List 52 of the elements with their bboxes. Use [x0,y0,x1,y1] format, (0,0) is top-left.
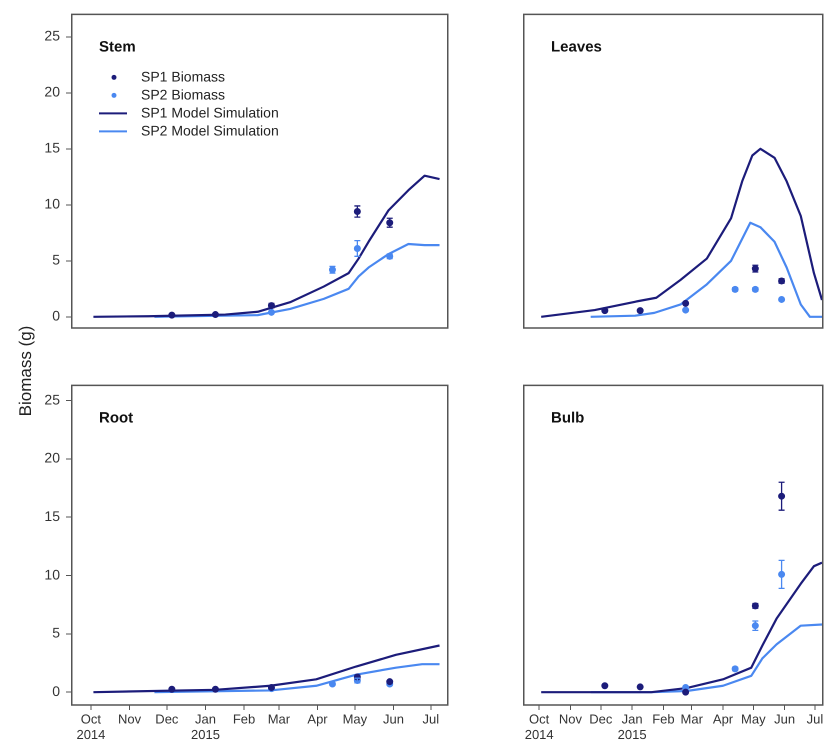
point [636,683,644,690]
y-tick-label: 10 [44,196,60,212]
text: Root [99,410,134,427]
y-tick-label: 20 [44,450,60,466]
point [168,312,176,319]
y-tick-label: 5 [52,252,60,268]
x-tick-label: Jan 2015 [191,711,220,742]
legend-label: SP2 Model Simulation [141,122,279,138]
point [636,307,644,314]
legend-label: SP2 Biomass [141,86,226,102]
point [682,688,690,696]
point [212,311,219,318]
x-tick-label: Jul [422,711,440,726]
x-tick-label: Jan 2015 [618,711,647,742]
x-tick-label: Nov [118,711,142,726]
y-tick-label: 15 [44,140,60,156]
point [268,308,275,316]
text: Bulb [551,410,584,427]
x-tick-label: Oct 2014 [524,711,554,742]
x-tick-label: Apr [307,711,328,726]
x-tick-label: May [342,711,368,726]
legend-label: SP1 Biomass [141,68,226,84]
y-tick-label: 5 [52,624,60,641]
x-tick-label: May [741,711,766,726]
x-tick-label: Feb [652,711,675,726]
y-tick-label: 25 [44,391,60,408]
x-tick-label: Nov [558,711,583,726]
point [682,306,690,314]
y-tick-label: 25 [44,28,60,44]
y-tick-label: 0 [52,308,60,324]
legend-label: SP1 Model Simulation [141,104,279,120]
x-tick-label: Dec [155,711,179,726]
x-tick-label: Mar [680,711,704,726]
x-tick-label: Jun [382,711,404,726]
x-tick-label: Apr [712,711,734,726]
point [682,300,690,307]
y-tick-label: 0 [52,683,60,700]
point [601,307,608,314]
y-axis-title: Biomass (g) [16,326,36,416]
y-tick-label: 10 [44,566,60,582]
y-tick-label: 15 [44,508,60,524]
y-tick-label: 20 [44,84,60,100]
x-tick-label: Jun [774,711,796,726]
x-tick-label: Jul [806,711,824,726]
point [601,682,608,690]
text: Leaves [551,38,602,56]
text: Stem [99,38,136,56]
x-tick-label: Feb [232,711,256,726]
point [778,296,786,303]
x-tick-label: Oct 2014 [76,711,106,742]
x-tick-label: Mar [268,711,291,726]
x-tick-label: Dec [589,711,613,726]
